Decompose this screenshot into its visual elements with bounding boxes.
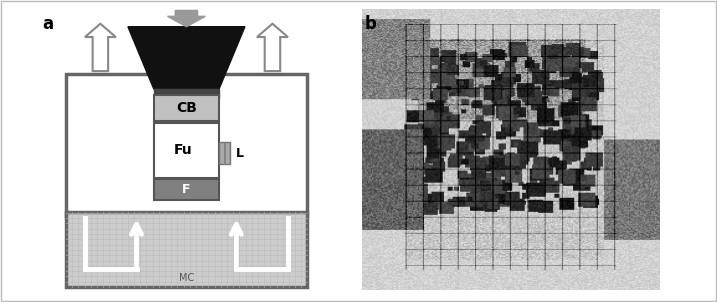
Text: F: F [182, 183, 191, 196]
Polygon shape [153, 89, 219, 98]
Text: MC: MC [179, 273, 194, 283]
Text: L: L [237, 147, 244, 160]
Text: CB: CB [176, 101, 197, 115]
Bar [66, 74, 307, 216]
Bar [153, 178, 219, 200]
FancyArrow shape [168, 10, 205, 27]
FancyArrow shape [85, 24, 116, 71]
FancyArrow shape [257, 24, 288, 71]
Text: b: b [365, 15, 377, 33]
Bar [153, 95, 219, 121]
Bar [153, 123, 219, 178]
Bar [219, 142, 230, 164]
Polygon shape [128, 27, 245, 89]
Bar [66, 212, 307, 287]
Text: a: a [42, 15, 53, 33]
Text: Fu: Fu [174, 143, 192, 157]
